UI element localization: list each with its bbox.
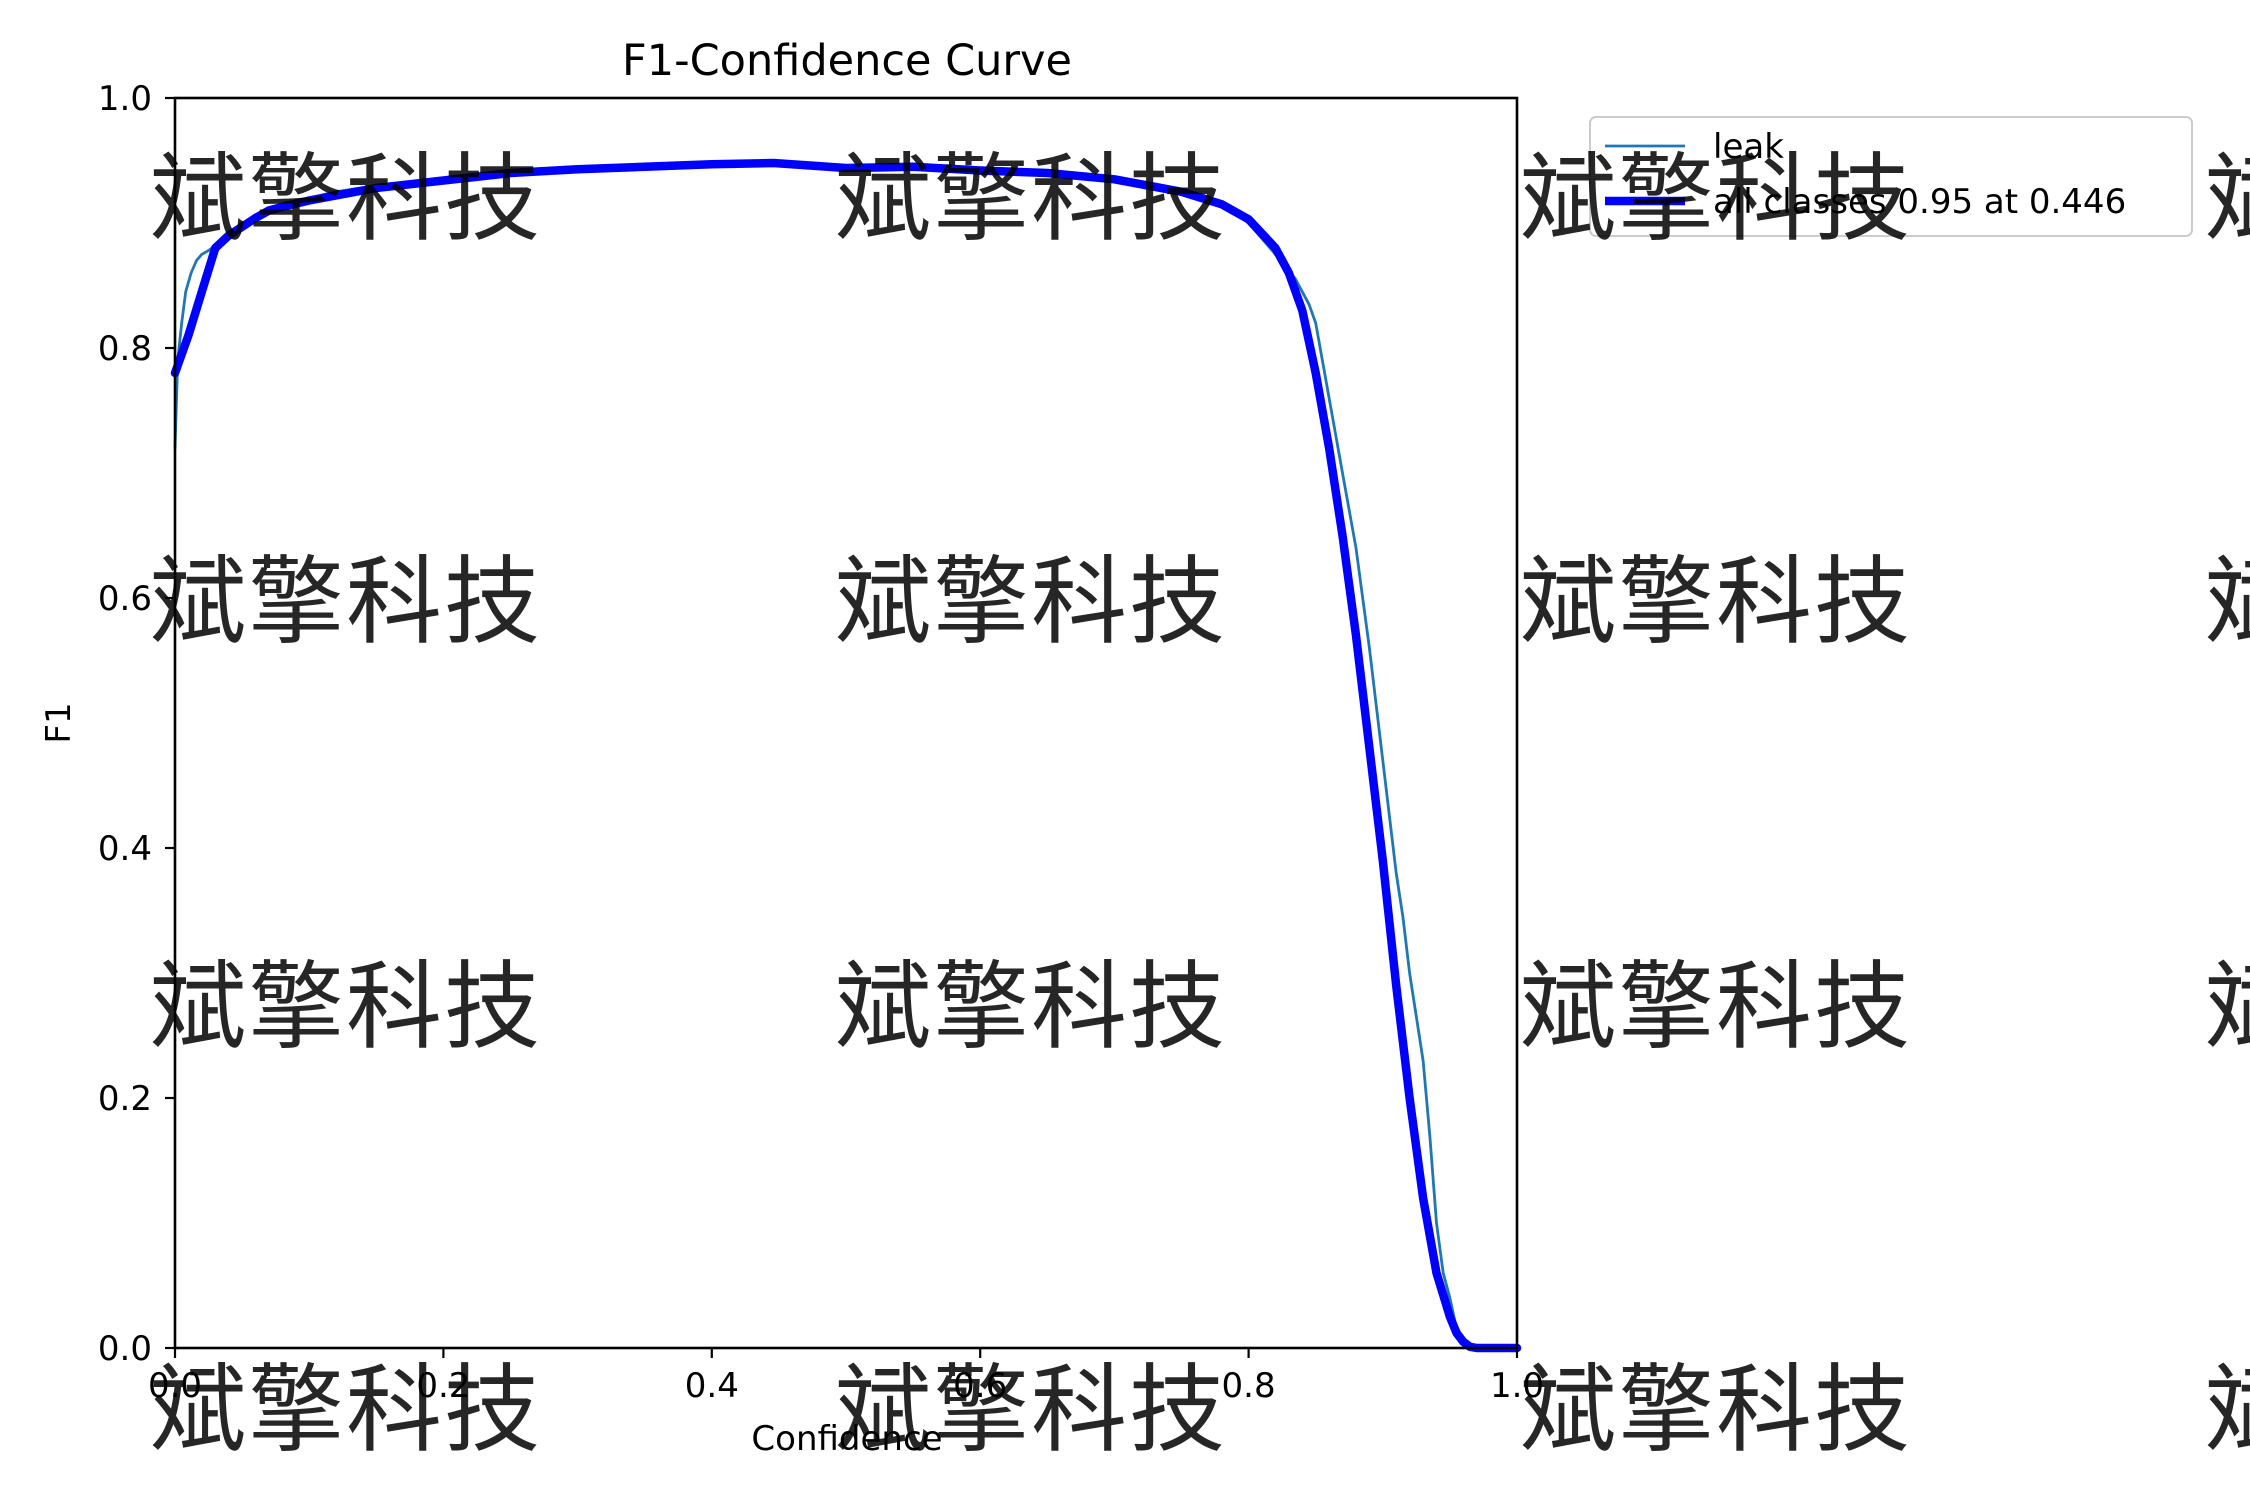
y-axis-ticks: 0.0 0.2 0.4 0.6 0.8 1.0 — [98, 79, 175, 1369]
x-tick-label: 0.4 — [685, 1366, 739, 1406]
watermark-text: 斌擎科技 — [150, 143, 542, 255]
watermark-text: 斌擎科技 — [835, 143, 1227, 255]
y-tick-label: 0.4 — [98, 829, 152, 869]
y-tick-label: 0.8 — [98, 329, 152, 369]
legend: leak all classes 0.95 at 0.446 — [1589, 116, 2193, 237]
watermark-text: 斌擎科技 — [2205, 143, 2250, 255]
x-axis-label: Confidence — [751, 1419, 942, 1459]
watermark-text: 斌擎科技 — [2205, 546, 2250, 658]
x-tick-label: 0.6 — [953, 1366, 1007, 1406]
series-line-all-classes — [170, 158, 1522, 1353]
x-tick-label: 1.0 — [1490, 1366, 1544, 1406]
plot-frame — [173, 96, 1519, 1350]
series-layer — [170, 158, 1522, 1353]
watermark-text: 斌擎科技 — [150, 546, 542, 658]
watermark-text: 斌擎科技 — [1520, 546, 1912, 658]
watermark-text: 斌擎科技 — [2205, 1354, 2250, 1466]
y-axis-label: F1 — [39, 702, 79, 743]
legend-frame — [1589, 116, 2193, 237]
y-tick-label: 0.0 — [98, 1329, 152, 1369]
x-axis-ticks: 0.0 0.2 0.4 0.6 0.8 1.0 — [148, 1348, 1544, 1406]
watermark-text: 斌擎科技 — [1520, 1354, 1912, 1466]
y-tick-label: 1.0 — [98, 79, 152, 119]
watermark-text: 斌擎科技 — [150, 951, 542, 1063]
watermark-text: 斌擎科技 — [150, 1354, 542, 1466]
x-tick-label: 0.8 — [1222, 1366, 1276, 1406]
x-tick-label: 0.0 — [148, 1366, 202, 1406]
legend-label-all-classes: all classes 0.95 at 0.446 — [1713, 182, 2126, 222]
watermark-text: 斌擎科技 — [2205, 951, 2250, 1063]
watermark-text: 斌擎科技 — [835, 546, 1227, 658]
chart-title: F1-Confidence Curve — [622, 36, 1072, 86]
x-tick-label: 0.2 — [416, 1366, 470, 1406]
legend-label-leak: leak — [1713, 127, 1784, 167]
watermark-text: 斌擎科技 — [835, 1354, 1227, 1466]
watermark-text: 斌擎科技 — [1520, 951, 1912, 1063]
y-tick-label: 0.6 — [98, 579, 152, 619]
watermark-text: 斌擎科技 — [1520, 143, 1912, 255]
y-tick-label: 0.2 — [98, 1079, 152, 1119]
watermark-text: 斌擎科技 — [835, 951, 1227, 1063]
